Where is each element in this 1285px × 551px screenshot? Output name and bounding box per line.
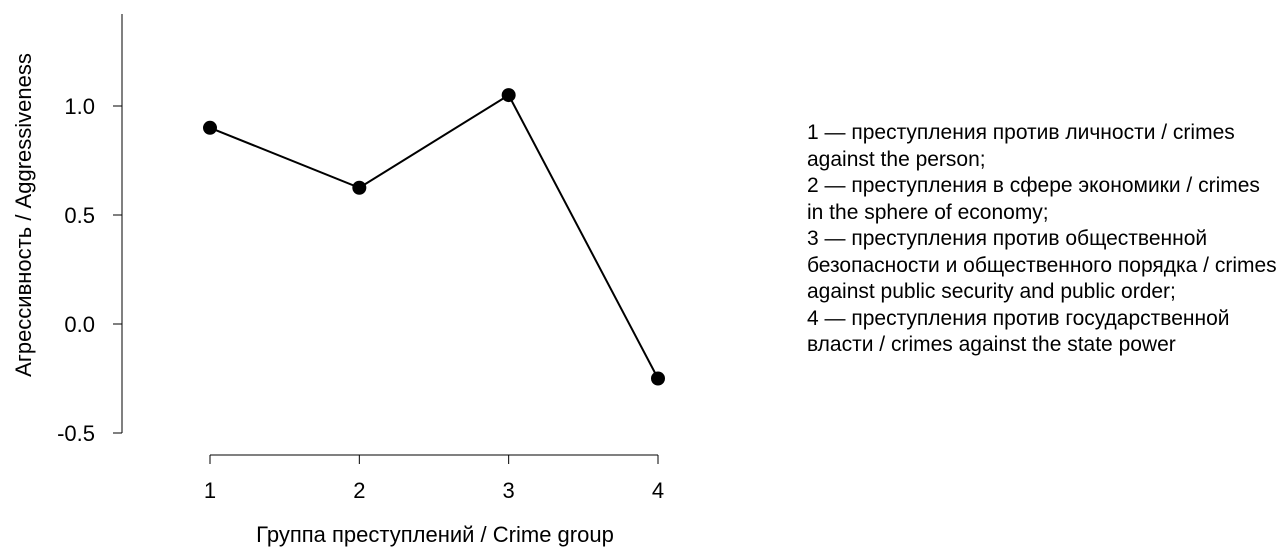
- x-tick-label: 3: [503, 478, 515, 503]
- x-axis-label: Группа преступлений / Crime group: [256, 522, 614, 547]
- series-line: [203, 88, 665, 386]
- y-axis-label: Агрессивность / Aggressiveness: [11, 53, 36, 377]
- data-point: [203, 120, 217, 135]
- series-path: [209, 93, 659, 379]
- legend-item: 4 — преступления против государственной …: [807, 306, 1230, 357]
- y-tick-label: -0.5: [57, 421, 95, 446]
- legend-item: 2 — преступления в сфере экономики / cri…: [807, 174, 1260, 224]
- y-tick-label: 1.0: [64, 94, 95, 119]
- data-point: [352, 180, 367, 195]
- x-tick-label: 2: [353, 478, 365, 503]
- data-point: [650, 371, 665, 386]
- data-point: [501, 88, 516, 103]
- x-tick-label: 4: [652, 478, 664, 503]
- y-tick-label: 0.5: [64, 203, 95, 228]
- x-axis: 1 2 3 4: [204, 454, 664, 503]
- legend-item: 1 — преступления против личности / crime…: [807, 121, 1235, 171]
- y-tick-label: 0.0: [64, 312, 95, 337]
- legend: 1 — преступления против личности / crime…: [807, 120, 1279, 359]
- y-axis: -0.5 0.0 0.5 1.0: [57, 14, 123, 446]
- line-chart: -0.5 0.0 0.5 1.0 1 2 3 4 Агрессивность / Aggre…: [11, 14, 665, 547]
- x-tick-label: 1: [204, 478, 216, 503]
- legend-item: 3 — преступления против общественной без…: [807, 227, 1277, 303]
